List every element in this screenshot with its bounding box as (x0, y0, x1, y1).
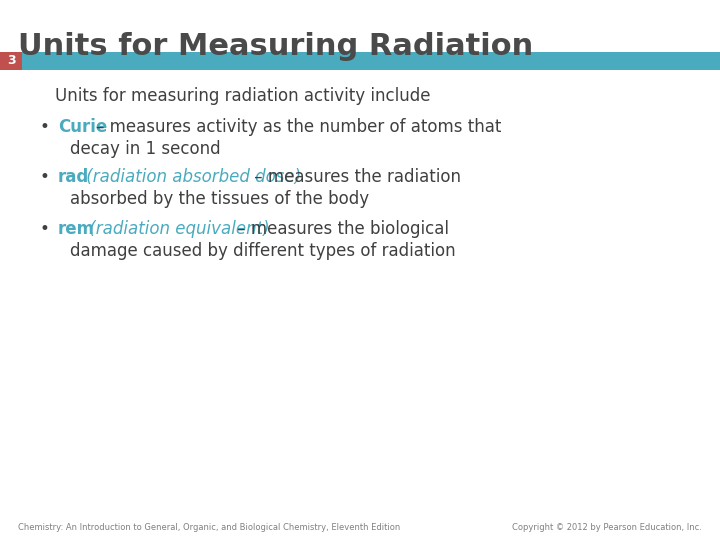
Text: •: • (40, 118, 50, 136)
Text: •: • (40, 220, 50, 238)
Text: (radiation equivalent): (radiation equivalent) (84, 220, 269, 238)
Text: Copyright © 2012 by Pearson Education, Inc.: Copyright © 2012 by Pearson Education, I… (512, 523, 702, 532)
Text: – measures the biological: – measures the biological (232, 220, 449, 238)
Text: absorbed by the tissues of the body: absorbed by the tissues of the body (70, 190, 369, 208)
Text: 3: 3 (6, 55, 15, 68)
Bar (0, 52, 22, 70)
Text: Curie: Curie (58, 118, 107, 136)
Text: rad: rad (58, 168, 89, 186)
Text: Chemistry: An Introduction to General, Organic, and Biological Chemistry, Eleven: Chemistry: An Introduction to General, O… (18, 523, 400, 532)
Text: – measures the radiation: – measures the radiation (249, 168, 461, 186)
Text: (radiation absorbed dose): (radiation absorbed dose) (81, 168, 301, 186)
Text: •: • (40, 168, 50, 186)
Text: Units for Measuring Radiation: Units for Measuring Radiation (18, 32, 534, 61)
Text: rem: rem (58, 220, 95, 238)
Text: damage caused by different types of radiation: damage caused by different types of radi… (70, 242, 456, 260)
Text: decay in 1 second: decay in 1 second (70, 140, 220, 158)
Bar (0, 52, 720, 70)
Text: – measures activity as the number of atoms that: – measures activity as the number of ato… (96, 118, 501, 136)
Text: Units for measuring radiation activity include: Units for measuring radiation activity i… (55, 87, 431, 105)
